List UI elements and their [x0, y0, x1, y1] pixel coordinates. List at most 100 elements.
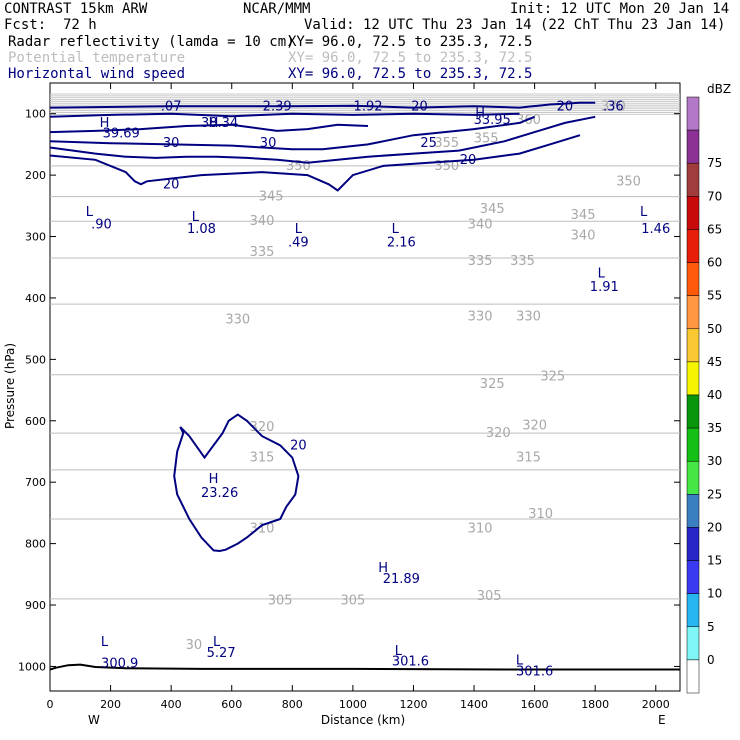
theta-label: 30	[186, 638, 203, 653]
field-name-wind: Horizontal wind speed	[8, 66, 185, 82]
field-xy-theta: XY= 96.0, 72.5 to 235.3, 72.5	[288, 50, 532, 66]
extremum-label: L	[213, 635, 221, 650]
extremum-label: .49	[288, 236, 309, 251]
theta-label: 340	[250, 214, 275, 229]
theta-label: 310	[468, 521, 493, 536]
wind-contour-30	[49, 112, 520, 118]
field-xy-wind: XY= 96.0, 72.5 to 235.3, 72.5	[288, 66, 532, 82]
extremum-label: L	[392, 222, 400, 237]
y-tick-label: 200	[25, 169, 46, 182]
extremum-label: .36	[603, 99, 624, 114]
colorbar-level-label: 60	[707, 256, 722, 270]
colorbar-swatch	[686, 129, 700, 164]
extremum-label: L	[86, 205, 94, 220]
extremum-label: L	[640, 205, 648, 220]
colorbar-level-label: 55	[707, 289, 722, 303]
theta-label: 350	[616, 174, 641, 189]
colorbar-level-label: 5	[707, 620, 715, 634]
y-tick-label: 800	[25, 538, 46, 551]
wind-contour-20	[49, 115, 596, 164]
colorbar-unit: dBZ	[707, 82, 731, 96]
colorbar-swatch	[686, 494, 700, 528]
colorbar-swatch	[686, 262, 700, 296]
y-axis-title: Pressure (hPa)	[3, 343, 17, 429]
theta-label: 310	[250, 521, 275, 536]
x-tick-label: 1200	[399, 698, 427, 711]
colorbar-swatch	[686, 162, 700, 197]
theta-label: 305	[340, 594, 365, 609]
colorbar-swatch	[686, 460, 700, 495]
wind-contour-30	[49, 123, 369, 134]
y-tick-label: 300	[25, 231, 46, 244]
theta-label: 335	[510, 254, 535, 269]
extremum-label: L	[598, 266, 606, 281]
colorbar-level-label: 15	[707, 554, 722, 568]
x-tick-label: 1600	[521, 698, 549, 711]
colorbar-swatch	[686, 427, 700, 462]
colorbar-swatch	[686, 361, 700, 396]
theta-label: 355	[474, 131, 499, 146]
extremum-label: 20	[411, 99, 428, 114]
colorbar-swatch	[686, 328, 700, 363]
wind-contours	[49, 101, 680, 671]
y-tick-label: 100	[25, 108, 46, 121]
x-tick-label: 1000	[339, 698, 367, 711]
model-title: CONTRAST 15km ARW	[4, 1, 148, 17]
colorbar-swatch	[686, 593, 700, 628]
center-label: NCAR/MMM	[243, 1, 310, 17]
extremum-label: 23.26	[201, 486, 238, 501]
extremum-label: 2.39	[263, 99, 292, 114]
extremum-label: 1.91	[590, 280, 619, 295]
extremum-label: 301.6	[392, 655, 429, 670]
colorbar-swatch	[686, 394, 700, 429]
fcst-value: 72 h	[63, 17, 97, 33]
colorbar-level-label: 20	[707, 520, 722, 534]
extremum-label: 300.9	[101, 656, 138, 671]
x-axis-title: Distance (km)	[321, 713, 405, 727]
extremum-label: 21.89	[383, 572, 420, 587]
y-tick-label: 1000	[18, 660, 46, 673]
extremum-label: 1.08	[187, 222, 216, 237]
x-axis-east: E	[658, 713, 666, 727]
colorbar-level-label: 75	[707, 156, 722, 170]
init-label: Init: 12 UTC Mon 20 Jan 14	[510, 1, 729, 17]
extremum-label: L	[295, 222, 303, 237]
theta-label: 325	[480, 377, 505, 392]
theta-label: 305	[477, 589, 502, 604]
colorbar-level-label: 30	[707, 454, 722, 468]
colorbar-level-label: 25	[707, 487, 722, 501]
colorbar-level-label: 65	[707, 222, 722, 236]
colorbar-level-label: 45	[707, 355, 722, 369]
x-tick-label: 0	[47, 698, 54, 711]
extremum-label: .07	[161, 99, 182, 114]
colorbar-swatch	[686, 229, 700, 263]
theta-label: 335	[250, 245, 275, 260]
y-tick-label: 900	[25, 599, 46, 612]
x-tick-label: 600	[221, 698, 242, 711]
colorbar-swatch	[686, 626, 700, 661]
theta-label: 305	[268, 594, 293, 609]
x-tick-label: 2000	[642, 698, 670, 711]
extremum-label: 2.16	[387, 236, 416, 251]
field-name-reflectivity: Radar reflectivity (lamda = 10 cm)	[8, 34, 295, 50]
theta-label: 335	[468, 254, 493, 269]
theta-label: 360	[516, 113, 541, 128]
extremum-label: 30	[260, 136, 277, 151]
wind-contour-20	[173, 413, 300, 553]
surface-line	[49, 663, 680, 671]
theta-label: 320	[486, 426, 511, 441]
wind-contour-20	[49, 134, 581, 192]
x-tick-label: 1400	[460, 698, 488, 711]
theta-label: 370	[601, 99, 626, 114]
extremum-label: 301.6	[516, 664, 553, 679]
extremum-label: 20	[163, 177, 180, 192]
extremum-label: H	[209, 116, 219, 131]
axes: 0 200 400 600 800 1000 1200 1400 1600 1800 2000 100…	[18, 83, 680, 711]
extremum-label: H	[475, 107, 485, 122]
theta-label: 355	[434, 136, 459, 151]
colorbar-level-label: 40	[707, 388, 722, 402]
extremum-label: 20	[290, 438, 307, 453]
field-name-theta: Potential temperature	[8, 50, 185, 66]
